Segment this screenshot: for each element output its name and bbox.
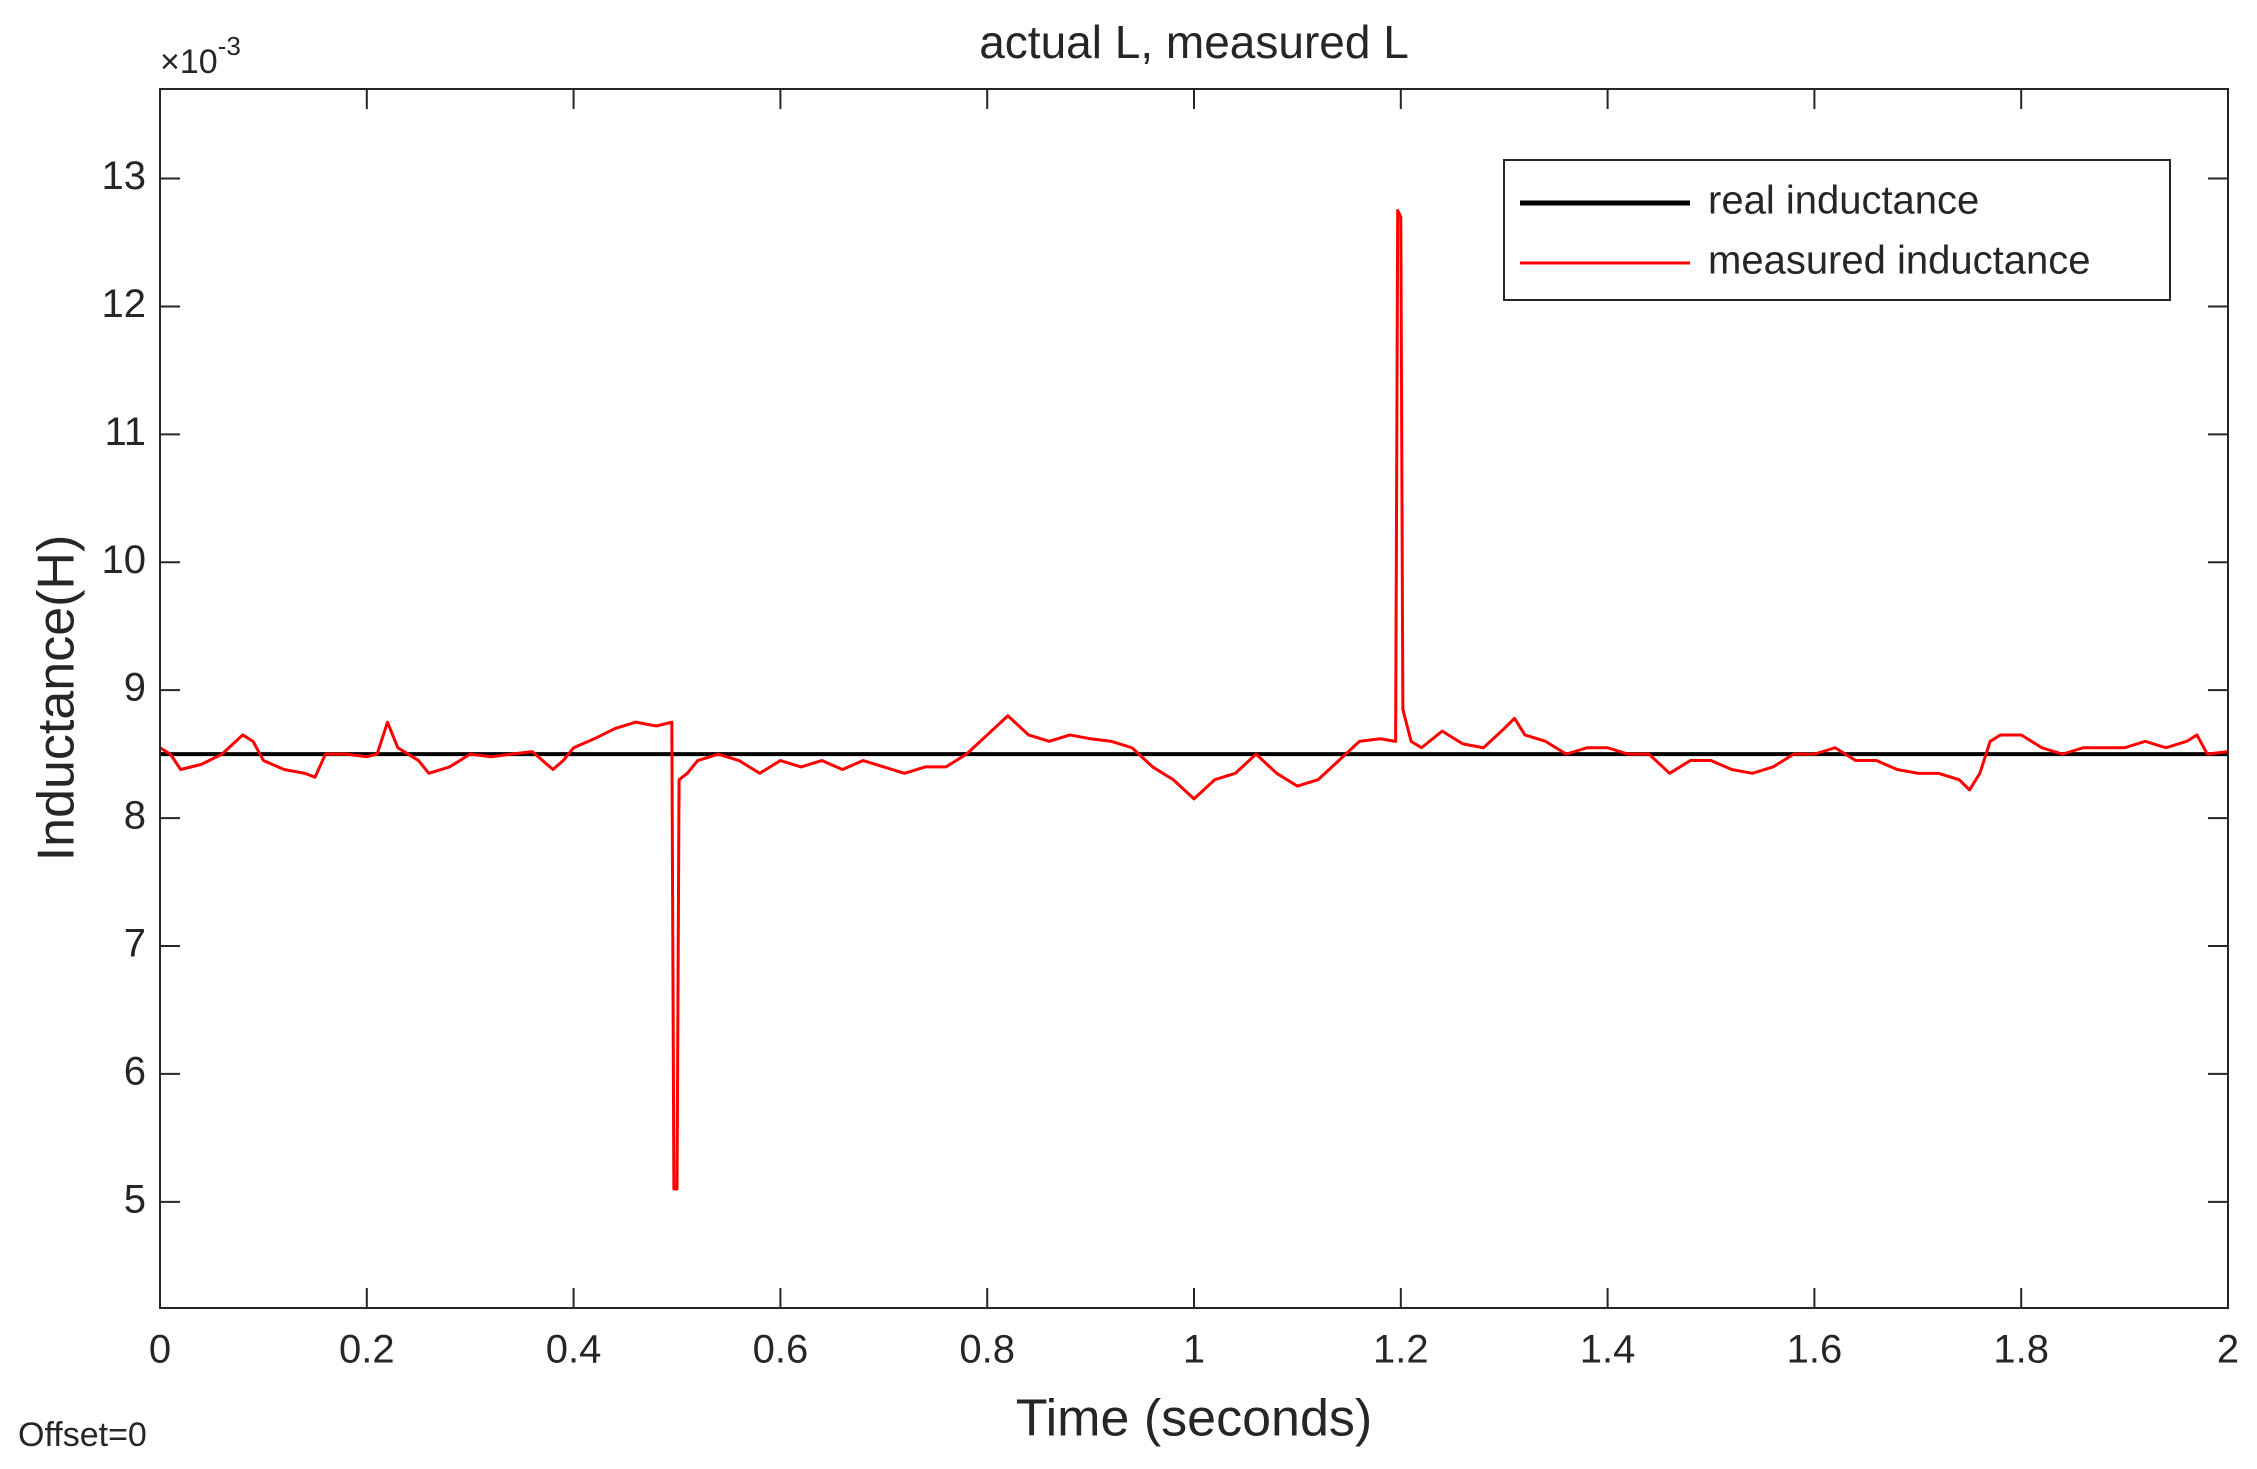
y-tick-label: 7 [124,922,146,966]
y-tick-label: 5 [124,1177,146,1221]
legend-label: real inductance [1708,179,1979,223]
footnote: Offset=0 [18,1416,147,1454]
chart-title: actual L, measured L [979,16,1409,68]
x-tick-label: 1.6 [1787,1328,1843,1372]
legend-label: measured inductance [1708,239,2090,283]
y-tick-label: 10 [102,538,147,582]
y-tick-label: 11 [104,410,146,454]
y-multiplier: ×10-3 [160,31,241,81]
x-tick-label: 0.6 [753,1328,809,1372]
marks [159,209,2229,1191]
x-tick-label: 0.4 [546,1328,602,1372]
x-tick-label: 0.2 [339,1328,395,1372]
data-line [159,209,2229,1191]
multiplier-base: ×10 [160,43,218,81]
x-tick-label: 1 [1183,1328,1205,1372]
y-tick-label: 6 [124,1049,146,1093]
x-tick-label: 0 [149,1328,171,1372]
legend-box [1503,159,2171,301]
x-tick-label: 2 [2217,1328,2239,1372]
x-axis-label: Time (seconds) [1016,1390,1372,1448]
x-tick-label: 0.8 [959,1328,1015,1372]
legend: real inductance measured inductance [1503,159,2171,301]
x-tick-label: 1.2 [1373,1328,1429,1372]
x-tick-label: 1.4 [1580,1328,1636,1372]
multiplier-exponent: -3 [218,31,241,61]
x-tick-label: 1.8 [1993,1328,2049,1372]
y-tick-label: 12 [102,282,147,326]
y-tick-label: 8 [124,794,146,838]
y-tick-label: 13 [102,154,147,198]
y-tick-label: 9 [124,666,146,710]
y-axis-label: Inductance(H) [28,535,86,862]
